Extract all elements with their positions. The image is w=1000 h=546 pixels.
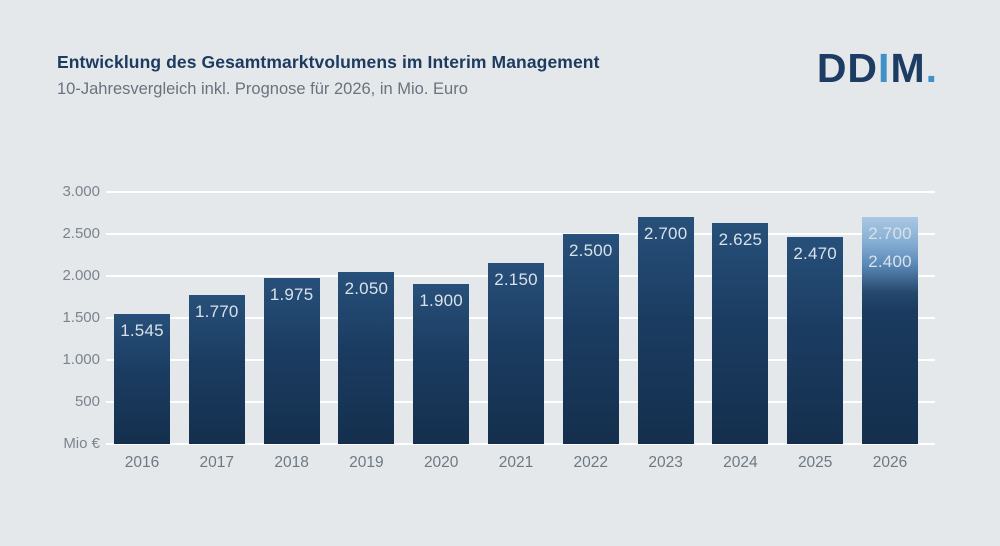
bar-value-label: 1.770 [195,302,239,321]
bar-2022: 2.500 [562,234,619,444]
x-tick-label-2017: 2017 [199,454,235,471]
bar-value-label: 2.500 [569,241,613,260]
y-tick-label: 1.000 [62,351,100,368]
chart-title: Entwicklung des Gesamtmarktvolumens im I… [57,52,600,72]
bar-2025: 2.470 [787,237,844,444]
bar-2023: 2.700 [637,217,694,444]
ddim-logo-segment: DD [816,45,879,91]
y-tick-label: 2.500 [62,225,100,242]
bar-value-label: 1.545 [120,321,164,340]
bar-2017: 1.770 [188,295,245,444]
ddim-logo-segment: I [878,45,891,91]
gridline-2500 [106,233,935,235]
bar-value-label: 1.900 [419,291,463,310]
bar-2019: 2.050 [338,272,395,444]
y-axis-unit-label: Mio € [63,435,100,452]
bar-value-label: 2.150 [494,270,538,289]
x-tick-label-2025: 2025 [797,454,833,471]
bar-value-label: 2.400 [868,252,912,271]
bar-value-label: 2.050 [344,279,389,298]
chart-subtitle: 10-Jahresvergleich inkl. Prognose für 20… [57,80,468,98]
y-tick-label: 3.000 [62,183,100,200]
bar-value-label: 2.625 [718,230,763,249]
y-tick-label: 1.500 [62,309,100,326]
bar-value-label: 2.700 [868,224,912,243]
bar-2026-forecast: 2.700 2.400 [862,217,918,444]
bar-2024: 2.625 [712,223,769,444]
x-tick-label-2016: 2016 [124,454,160,471]
bar-2021: 2.150 [488,263,544,444]
x-tick-label-2021: 2021 [498,454,534,471]
y-tick-label: 2.000 [62,267,100,284]
x-tick-label-2020: 2020 [423,454,459,471]
ddim-logo: DDIM. [817,48,938,89]
gridline-0 [106,443,935,445]
bar-value-label: 1.975 [269,285,314,304]
x-tick-label-2023: 2023 [648,454,683,471]
bar-2016: 1.545 [114,314,170,444]
bar-value-label: 2.470 [793,244,837,263]
y-tick-label: 500 [74,393,100,410]
bar-2020: 1.900 [413,284,470,444]
x-tick-label-2024: 2024 [723,454,758,471]
x-tick-label-2019: 2019 [349,454,384,471]
bar-value-label: 2.700 [643,224,688,243]
gridline-3000 [106,191,935,193]
bar-2018: 1.975 [263,278,320,444]
x-tick-label-2026: 2026 [872,454,908,471]
x-tick-label-2018: 2018 [274,454,309,471]
ddim-logo-segment: M [890,45,926,91]
ddim-logo-segment: . [925,45,938,91]
x-tick-label-2022: 2022 [573,454,609,471]
